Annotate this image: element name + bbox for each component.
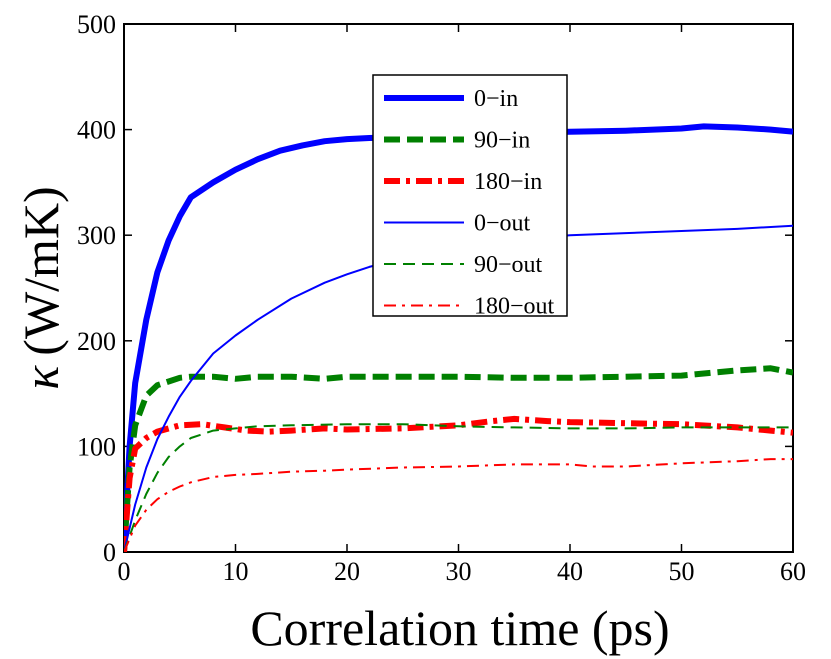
y-axis-unit: (W/mK) [13, 186, 69, 355]
axis-ticks: 0 10 20 30 40 50 60 0 100 200 300 400 500 [77, 10, 806, 586]
y-tick-label: 300 [77, 221, 116, 250]
legend: 0−in 90−in 180−in 0−out 90−out 180−out [372, 74, 568, 320]
x-tick-label: 40 [557, 557, 583, 586]
legend-box [372, 74, 568, 317]
series-group [124, 123, 793, 552]
series-line [124, 123, 793, 552]
x-tick-label: 60 [780, 557, 806, 586]
series-line [124, 423, 793, 552]
x-tick-label: 10 [223, 557, 249, 586]
y-tick-label: 100 [77, 432, 116, 461]
series-line [124, 365, 793, 552]
series-line [124, 458, 793, 552]
legend-label: 0−out [474, 211, 531, 237]
legend-label: 180−out [474, 294, 555, 320]
series-line [124, 224, 793, 552]
legend-label: 90−out [474, 252, 543, 278]
y-tick-label: 400 [77, 116, 116, 145]
x-tick-label: 0 [118, 557, 131, 586]
legend-label: 90−in [474, 128, 530, 154]
legend-label: 180−in [474, 169, 542, 195]
x-axis-title: Correlation time (ps) [250, 600, 669, 656]
y-axis-symbol: κ [13, 365, 69, 390]
x-tick-label: 50 [669, 557, 695, 586]
y-tick-label: 500 [77, 10, 116, 39]
y-axis-title: κ (W/mK) [13, 186, 69, 389]
x-tick-label: 20 [334, 557, 360, 586]
y-tick-label: 200 [77, 327, 116, 356]
x-tick-label: 30 [446, 557, 472, 586]
y-tick-label: 0 [103, 538, 116, 567]
series-line [124, 415, 793, 552]
legend-label: 0−in [474, 86, 518, 112]
